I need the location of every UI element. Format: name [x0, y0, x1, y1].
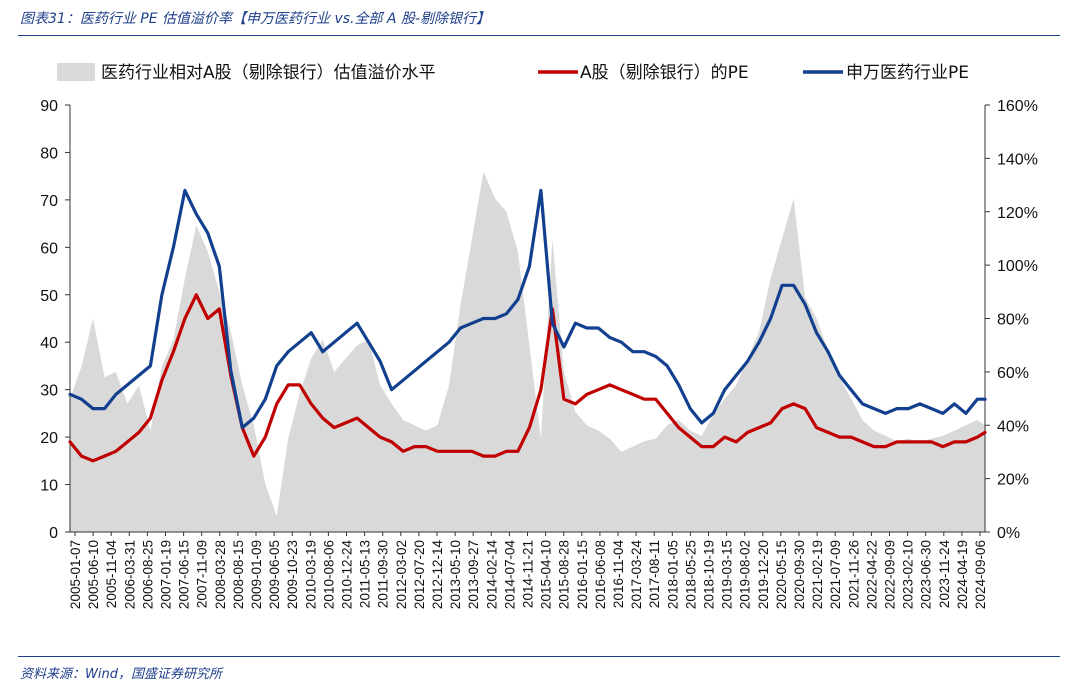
right-tick-label: 0%: [997, 525, 1020, 542]
x-tick-label: 2007-11-09: [195, 540, 210, 608]
x-tick-label: 2021-02-19: [810, 540, 825, 609]
x-tick-label: 2016-01-15: [575, 540, 590, 609]
x-tick-label: 2009-10-23: [285, 540, 300, 609]
chart-legend: 医药行业相对A股（剔除银行）估值溢价水平 A股（剔除银行）的PE 申万医药行业PE: [57, 63, 969, 83]
x-tick-label: 2014-11-21: [521, 540, 536, 608]
x-tick-label: 2016-06-08: [593, 540, 608, 609]
right-tick-label: 20%: [997, 472, 1029, 489]
x-tick-label: 2009-01-09: [249, 540, 264, 609]
x-tick-label: 2013-05-10: [448, 540, 463, 609]
x-tick-label: 2019-08-02: [738, 540, 753, 609]
x-tick-label: 2008-08-15: [231, 540, 246, 609]
x-tick-label: 2010-12-24: [340, 540, 355, 610]
x-tick-label: 2012-07-20: [412, 540, 427, 609]
premium-area: [70, 171, 985, 532]
x-tick-label: 2015-08-28: [557, 540, 572, 609]
x-tick-label: 2015-04-10: [539, 540, 554, 609]
x-axis: 2005-01-07 2005-06-10 2005-11-04 2006-03-31…: [68, 532, 988, 609]
a-share-pe-line: [68, 293, 987, 463]
x-tick-label: 2020-09-30: [792, 540, 807, 609]
x-tick-label: 2016-11-04: [611, 540, 626, 609]
x-tick-label: 2005-06-10: [86, 540, 101, 609]
title-rule: [18, 35, 1060, 36]
left-tick-label: 80: [40, 145, 58, 162]
x-tick-label: 2022-09-09: [883, 540, 898, 609]
left-tick-label: 50: [40, 288, 58, 305]
x-tick-label: 2009-06-05: [267, 540, 282, 609]
x-tick-label: 2017-08-11: [647, 540, 662, 608]
x-tick-label: 2007-06-15: [177, 540, 192, 609]
x-tick-label: 2007-01-19: [159, 540, 174, 609]
right-tick-label: 140%: [997, 151, 1038, 168]
footer-rule: [18, 656, 1060, 657]
right-y-axis: 0% 20% 40% 60% 80% 100% 120% 140% 160%: [985, 98, 1038, 542]
left-tick-label: 0: [49, 525, 58, 542]
right-tick-label: 100%: [997, 258, 1038, 275]
legend-label-a-share: A股（剔除银行）的PE: [580, 63, 749, 83]
x-tick-label: 2021-11-26: [846, 540, 861, 608]
x-tick-label: 2012-03-02: [394, 540, 409, 609]
x-tick-label: 2011-09-30: [376, 540, 391, 608]
x-tick-label: 2018-10-19: [702, 540, 717, 609]
left-tick-label: 70: [40, 193, 58, 210]
left-tick-label: 30: [40, 383, 58, 400]
x-tick-label: 2006-03-31: [122, 540, 137, 609]
pe-lines-layer: [68, 188, 987, 463]
legend-swatch-premium: [57, 63, 95, 81]
x-tick-label: 2019-12-20: [756, 540, 771, 609]
figure-title: 图表31：医药行业 PE 估值溢价率【申万医药行业 vs.全部 A 股-剔除银行…: [20, 11, 491, 27]
x-tick-label: 2005-01-07: [68, 540, 83, 609]
left-tick-label: 40: [40, 335, 58, 352]
x-tick-label: 2006-08-25: [140, 540, 155, 609]
right-tick-label: 40%: [997, 418, 1029, 435]
right-tick-label: 60%: [997, 365, 1029, 382]
legend-label-premium: 医药行业相对A股（剔除银行）估值溢价水平: [101, 63, 436, 83]
x-tick-label: 2023-02-10: [901, 540, 916, 609]
pharma-pe-line: [68, 188, 987, 430]
right-tick-label: 80%: [997, 312, 1029, 329]
x-tick-label: 2024-04-19: [955, 540, 970, 609]
x-tick-label: 2017-03-24: [629, 540, 644, 610]
left-tick-label: 90: [40, 98, 58, 115]
x-tick-label: 2010-03-19: [303, 540, 318, 609]
x-tick-label: 2008-03-28: [213, 540, 228, 609]
x-tick-label: 2021-07-09: [828, 540, 843, 609]
x-tick-label: 2024-09-06: [973, 540, 988, 609]
x-tick-label: 2013-09-27: [466, 540, 481, 609]
left-tick-label: 60: [40, 240, 58, 257]
x-tick-label: 2010-08-06: [321, 540, 336, 609]
right-tick-label: 120%: [997, 205, 1038, 222]
premium-area-layer: [70, 171, 985, 532]
x-tick-label: 2018-01-05: [665, 540, 680, 609]
left-tick-label: 10: [40, 478, 58, 495]
x-tick-label: 2022-04-22: [864, 540, 879, 609]
x-tick-label: 2012-12-14: [430, 540, 445, 610]
x-tick-label: 2019-03-15: [720, 540, 735, 609]
source-note: 资料来源：Wind，国盛证券研究所: [20, 667, 222, 682]
right-tick-label: 160%: [997, 98, 1038, 115]
left-y-axis: 0 10 20 30 40 50 60 70 80 90: [40, 98, 70, 542]
left-tick-label: 20: [40, 430, 58, 447]
x-tick-label: 2023-06-30: [919, 540, 934, 609]
x-tick-label: 2020-05-15: [774, 540, 789, 609]
x-tick-label: 2014-02-14: [484, 540, 499, 610]
x-tick-label: 2005-11-04: [104, 540, 119, 609]
x-tick-label: 2011-05-13: [358, 540, 373, 608]
legend-label-pharma: 申万医药行业PE: [846, 63, 969, 83]
x-tick-label: 2018-05-25: [683, 540, 698, 609]
x-tick-label: 2014-07-04: [502, 540, 517, 610]
x-tick-label: 2023-11-24: [937, 540, 952, 609]
